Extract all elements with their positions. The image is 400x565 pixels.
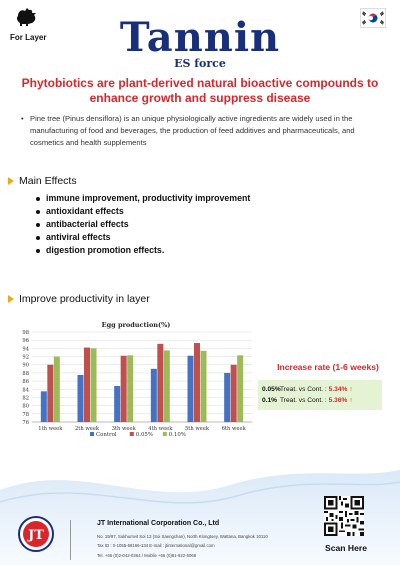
triangle-bullet-icon xyxy=(8,295,14,303)
increase-dose: 0.05% xyxy=(262,386,281,393)
legend-swatch xyxy=(162,432,167,436)
y-tick-label: 80 xyxy=(22,404,29,410)
jt-logo-icon: JT xyxy=(18,516,54,552)
qr-code-icon[interactable] xyxy=(324,496,364,536)
egg-production-svg: Egg production(%) 76 78 80 82 84 86 88 90 92 94 96… xyxy=(22,321,252,438)
productivity-label: Improve productivity in layer xyxy=(19,293,150,305)
y-tick-label: 82 xyxy=(22,395,29,401)
legend-label: 0.10% xyxy=(169,432,186,438)
increase-row: 0.05% Treat. vs Cont. : 5.34% ↑ xyxy=(262,384,378,395)
bar-005 xyxy=(84,347,90,422)
increase-value: 5.34% xyxy=(328,386,348,393)
for-layer-label: For Layer xyxy=(10,33,47,42)
legend-swatch xyxy=(129,432,134,436)
bar-Control xyxy=(77,374,84,422)
x-tick-label: 1th week xyxy=(38,426,63,432)
company-name: JT International Corporation Co., Ltd xyxy=(97,520,220,527)
y-tick-label: 92 xyxy=(22,355,29,361)
y-tick-label: 98 xyxy=(22,330,29,336)
main-effects-label: Main Effects xyxy=(19,175,77,187)
footer-divider xyxy=(70,520,71,560)
footer-wave-background xyxy=(0,470,400,565)
up-arrow-icon: ↑ xyxy=(349,386,353,393)
for-layer-badge: For Layer xyxy=(10,6,54,42)
legend-swatch xyxy=(90,432,94,436)
increase-rate-box: 0.05% Treat. vs Cont. : 5.34% ↑ 0.1% Tre… xyxy=(258,380,382,410)
increase-dose: 0.1% xyxy=(262,397,278,404)
bar-005 xyxy=(157,343,164,422)
y-tick-label: 94 xyxy=(22,346,29,352)
increase-compare: Treat. vs Cont. : xyxy=(280,386,327,393)
korea-flag-icon xyxy=(360,8,386,28)
y-tick-label: 78 xyxy=(22,412,29,418)
x-tick-label: 6th week xyxy=(222,426,247,432)
logo-letters: JT xyxy=(27,528,44,543)
bar-005 xyxy=(230,364,237,422)
effect-item: immune improvement, productivity improve… xyxy=(36,192,250,205)
effect-item: antiviral effects xyxy=(36,231,250,244)
productivity-heading: Improve productivity in layer xyxy=(8,293,150,305)
triangle-bullet-icon xyxy=(8,177,14,185)
y-tick-label: 96 xyxy=(22,338,29,344)
product-subtitle: ES force xyxy=(174,57,226,70)
bar-010 xyxy=(53,356,60,422)
intro-paragraph: • Pine tree (Pinus densiflora) is an uni… xyxy=(21,113,374,149)
chicken-icon xyxy=(16,8,36,26)
bullet-dot-icon: • xyxy=(21,114,24,123)
y-tick-label: 76 xyxy=(22,420,29,426)
egg-production-chart: Egg production(%) 76 78 80 82 84 86 88 90 92 94 96… xyxy=(8,318,256,440)
x-tick-label: 4th week xyxy=(148,426,173,432)
main-effects-list: immune improvement, productivity improve… xyxy=(36,192,250,257)
increase-rate-title: Increase rate (1-6 weeks) xyxy=(277,362,379,372)
legend-label: 0.05% xyxy=(136,432,153,438)
bar-010 xyxy=(200,350,207,422)
increase-compare: Treat. vs Cont. : xyxy=(280,397,327,404)
bar-010 xyxy=(127,355,134,422)
bar-005 xyxy=(194,343,200,422)
bar-005 xyxy=(47,364,54,422)
x-tick-label: 3th week xyxy=(112,426,137,432)
increase-value: 5.36% xyxy=(328,397,348,404)
x-tick-label: 5th week xyxy=(185,426,210,432)
bar-010 xyxy=(163,350,170,422)
effect-item: antioxidant effects xyxy=(36,205,250,218)
y-tick-label: 90 xyxy=(22,363,29,369)
product-title: Tannin xyxy=(119,14,281,61)
legend-label: Control xyxy=(96,432,117,438)
bar-Control xyxy=(224,372,231,422)
increase-row: 0.1% Treat. vs Cont. : 5.36% ↑ xyxy=(262,395,378,406)
effect-item: digestion promotion effects. xyxy=(36,244,250,257)
company-tax-email: Tax ID : 0-1055-58166-134 E-mail : jtint… xyxy=(97,543,215,548)
company-tel: Tel. +66 (0)2-042-0364 / Mobile +66 (0)8… xyxy=(97,553,197,558)
x-tick-label: 2th week xyxy=(75,426,100,432)
bar-Control xyxy=(187,355,194,422)
bar-010 xyxy=(90,348,97,422)
bar-005 xyxy=(120,355,127,422)
y-tick-label: 86 xyxy=(22,379,29,385)
bar-Control xyxy=(150,368,157,422)
up-arrow-icon: ↑ xyxy=(349,397,353,404)
effect-item: antibacterial effects xyxy=(36,218,250,231)
y-tick-label: 84 xyxy=(22,387,29,393)
intro-text: Pine tree (Pinus densiflora) is an uniqu… xyxy=(30,114,355,147)
y-tick-label: 88 xyxy=(22,371,29,377)
bar-Control xyxy=(114,386,121,422)
headline: Phytobiotics are plant-derived natural b… xyxy=(21,76,379,105)
bar-Control xyxy=(40,391,47,422)
company-address: No. 19/97, Sukhumvit Soi 13 (Soi Saengch… xyxy=(97,534,268,539)
main-effects-heading: Main Effects xyxy=(8,175,77,187)
scan-here-label: Scan Here xyxy=(324,543,368,553)
bar-010 xyxy=(237,355,244,422)
chart-title: Egg production(%) xyxy=(102,321,171,329)
